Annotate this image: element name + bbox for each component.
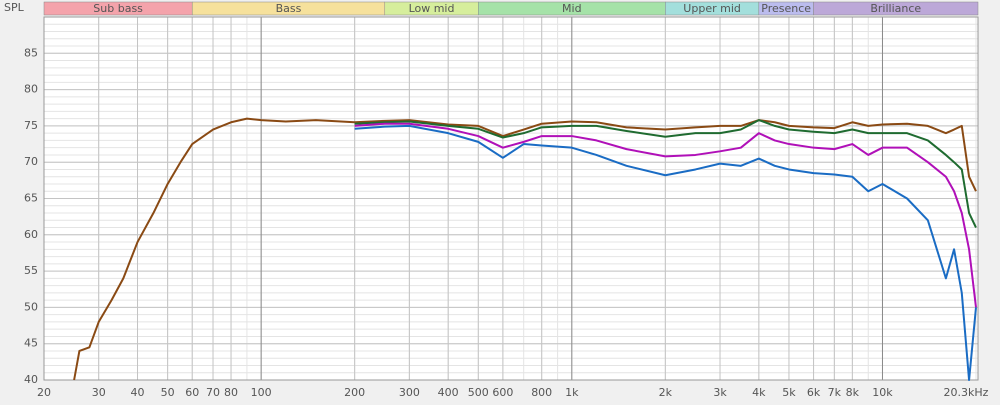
- x-tick-label: 100: [251, 386, 272, 399]
- y-tick-label: 60: [24, 228, 38, 241]
- band-label: Sub bass: [93, 2, 143, 15]
- x-tick-label: 2k: [659, 386, 673, 399]
- y-tick-label: 65: [24, 192, 38, 205]
- x-tick-label: 800: [531, 386, 552, 399]
- x-tick-label: 40: [131, 386, 145, 399]
- y-tick-label: 50: [24, 300, 38, 313]
- y-tick-label: 55: [24, 264, 38, 277]
- x-tick-label: 10k: [872, 386, 893, 399]
- band-label: Brilliance: [870, 2, 921, 15]
- x-tick-label: 200: [344, 386, 365, 399]
- band-label: Bass: [276, 2, 302, 15]
- band-label: Low mid: [409, 2, 455, 15]
- response-curve: [354, 122, 977, 308]
- x-tick-label: 4k: [752, 386, 766, 399]
- x-tick-label: 8k: [846, 386, 860, 399]
- x-tick-label: 1k: [565, 386, 579, 399]
- response-curve: [73, 117, 977, 381]
- x-tick-label: 400: [438, 386, 459, 399]
- response-curve: [354, 124, 977, 381]
- x-tick-label: 20.3kHz: [944, 386, 989, 399]
- band-label: Presence: [761, 2, 811, 15]
- x-tick-label: 6k: [807, 386, 821, 399]
- y-tick-label: 80: [24, 83, 38, 96]
- x-tick-label: 300: [399, 386, 420, 399]
- x-tick-label: 3k: [713, 386, 727, 399]
- x-tick-label: 60: [185, 386, 199, 399]
- band: [813, 1, 979, 16]
- x-tick-label: 7k: [828, 386, 842, 399]
- x-tick-label: 80: [224, 386, 238, 399]
- x-tick-label: 500: [468, 386, 489, 399]
- y-tick-label: 40: [24, 373, 38, 386]
- x-tick-label: 600: [492, 386, 513, 399]
- x-tick-label: 5k: [782, 386, 796, 399]
- y-tick-label: 85: [24, 46, 38, 59]
- y-axis-label: SPL: [4, 1, 25, 14]
- x-tick-label: 50: [161, 386, 175, 399]
- y-tick-label: 70: [24, 155, 38, 168]
- plot-border: [43, 16, 979, 381]
- x-tick-label: 70: [206, 386, 220, 399]
- response-curve: [354, 119, 977, 228]
- band-label: Mid: [562, 2, 582, 15]
- y-tick-label: 75: [24, 119, 38, 132]
- x-tick-label: 30: [92, 386, 106, 399]
- band-label: Upper mid: [683, 2, 741, 15]
- x-tick-label: 20: [37, 386, 51, 399]
- y-tick-label: 45: [24, 337, 38, 350]
